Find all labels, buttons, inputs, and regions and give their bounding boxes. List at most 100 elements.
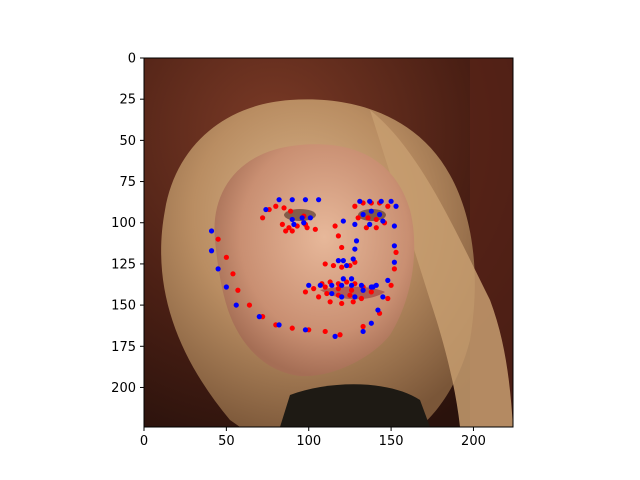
red-landmark-point	[302, 289, 309, 295]
blue-landmark-point	[299, 215, 305, 221]
red-landmark-point	[339, 300, 345, 307]
red-landmark-point	[335, 233, 341, 239]
blue-landmark-point	[208, 228, 215, 234]
blue-landmark-point	[350, 256, 356, 262]
blue-landmark-point	[368, 208, 374, 214]
blue-landmark-point	[385, 277, 391, 283]
blue-landmark-point	[289, 216, 295, 223]
blue-landmark-point	[339, 294, 345, 300]
blue-landmark-point	[306, 282, 312, 288]
blue-landmark-point	[391, 223, 397, 229]
blue-landmark-point	[316, 197, 322, 203]
plot-frame	[143, 57, 514, 428]
red-landmark-point	[385, 203, 391, 209]
red-landmark-point	[350, 299, 356, 305]
red-landmark-point	[385, 295, 391, 302]
red-landmark-point	[281, 205, 287, 211]
blue-landmark-point	[393, 203, 399, 209]
red-landmark-point	[246, 302, 253, 308]
red-landmark-point	[339, 264, 345, 270]
blue-landmark-point	[256, 314, 262, 320]
blue-landmark-point	[380, 218, 386, 224]
x-tick-label: 150	[379, 434, 404, 449]
blue-landmark-point	[329, 282, 335, 288]
blue-landmark-point	[358, 282, 365, 288]
red-landmark-point	[388, 282, 394, 288]
red-landmark-point	[327, 299, 333, 305]
blue-landmark-point	[391, 259, 397, 265]
series-red-points	[215, 200, 399, 338]
blue-landmark-point	[329, 290, 335, 297]
x-tick-label: 50	[218, 434, 235, 449]
blue-landmark-point	[344, 262, 350, 269]
red-landmark-point	[322, 284, 328, 290]
red-landmark-point	[283, 228, 289, 234]
red-landmark-point	[324, 290, 330, 297]
blue-landmark-point	[353, 238, 360, 244]
blue-landmark-point	[302, 197, 309, 203]
blue-landmark-point	[276, 197, 282, 203]
red-landmark-point	[344, 279, 350, 285]
red-landmark-point	[304, 225, 310, 231]
red-landmark-point	[235, 287, 241, 293]
blue-landmark-point	[378, 198, 384, 204]
red-landmark-point	[330, 262, 337, 269]
red-landmark-point	[223, 254, 229, 260]
blue-landmark-point	[375, 307, 381, 313]
blue-landmark-point	[339, 282, 345, 288]
red-landmark-point	[363, 225, 369, 231]
red-landmark-point	[322, 261, 328, 267]
red-landmark-point	[393, 249, 399, 255]
red-landmark-point	[288, 208, 294, 214]
red-landmark-point	[373, 225, 379, 231]
blue-landmark-point	[340, 276, 346, 282]
red-landmark-point	[347, 292, 353, 298]
blue-landmark-point	[391, 243, 397, 249]
red-landmark-point	[337, 332, 343, 338]
red-landmark-point	[316, 294, 322, 300]
y-tick-label: 125	[111, 257, 136, 272]
x-tick-label: 0	[140, 434, 148, 449]
red-landmark-point	[311, 286, 317, 292]
y-tick-label: 75	[119, 175, 136, 190]
blue-landmark-point	[208, 248, 215, 254]
red-landmark-point	[260, 215, 266, 221]
red-landmark-point	[348, 287, 355, 293]
blue-landmark-point	[223, 284, 229, 290]
x-tick-label: 100	[296, 434, 321, 449]
blue-landmark-point	[352, 294, 358, 300]
blue-landmark-point	[348, 282, 355, 288]
red-landmark-point	[215, 236, 221, 242]
y-tick-label: 175	[111, 340, 136, 355]
red-landmark-point	[230, 271, 236, 277]
y-tick-label: 150	[111, 299, 136, 314]
blue-landmark-point	[301, 220, 307, 226]
blue-landmark-point	[263, 206, 269, 213]
blue-landmark-point	[376, 211, 383, 218]
red-landmark-point	[335, 286, 341, 292]
red-landmark-point	[279, 221, 285, 227]
blue-landmark-point	[335, 258, 341, 264]
y-tick-label: 200	[111, 381, 136, 396]
landmark-points	[208, 197, 399, 339]
red-landmark-point	[368, 289, 374, 295]
red-landmark-point	[312, 226, 318, 232]
blue-landmark-point	[368, 320, 374, 326]
red-landmark-point	[332, 223, 338, 229]
red-landmark-point	[365, 215, 371, 221]
blue-landmark-point	[360, 287, 366, 293]
y-tick-label: 50	[119, 134, 136, 149]
y-axis: 0 25 50 75 100 125 150 175 200	[111, 52, 144, 396]
blue-landmark-point	[289, 197, 295, 203]
red-landmark-point	[289, 325, 295, 331]
blue-landmark-point	[360, 328, 366, 335]
x-tick-label: 200	[461, 434, 486, 449]
blue-landmark-point	[291, 221, 297, 227]
blue-landmark-point	[367, 198, 373, 204]
red-landmark-point	[373, 216, 379, 223]
blue-landmark-point	[332, 333, 338, 339]
red-landmark-point	[355, 215, 361, 221]
red-landmark-point	[360, 323, 366, 330]
blue-landmark-point	[352, 246, 358, 252]
